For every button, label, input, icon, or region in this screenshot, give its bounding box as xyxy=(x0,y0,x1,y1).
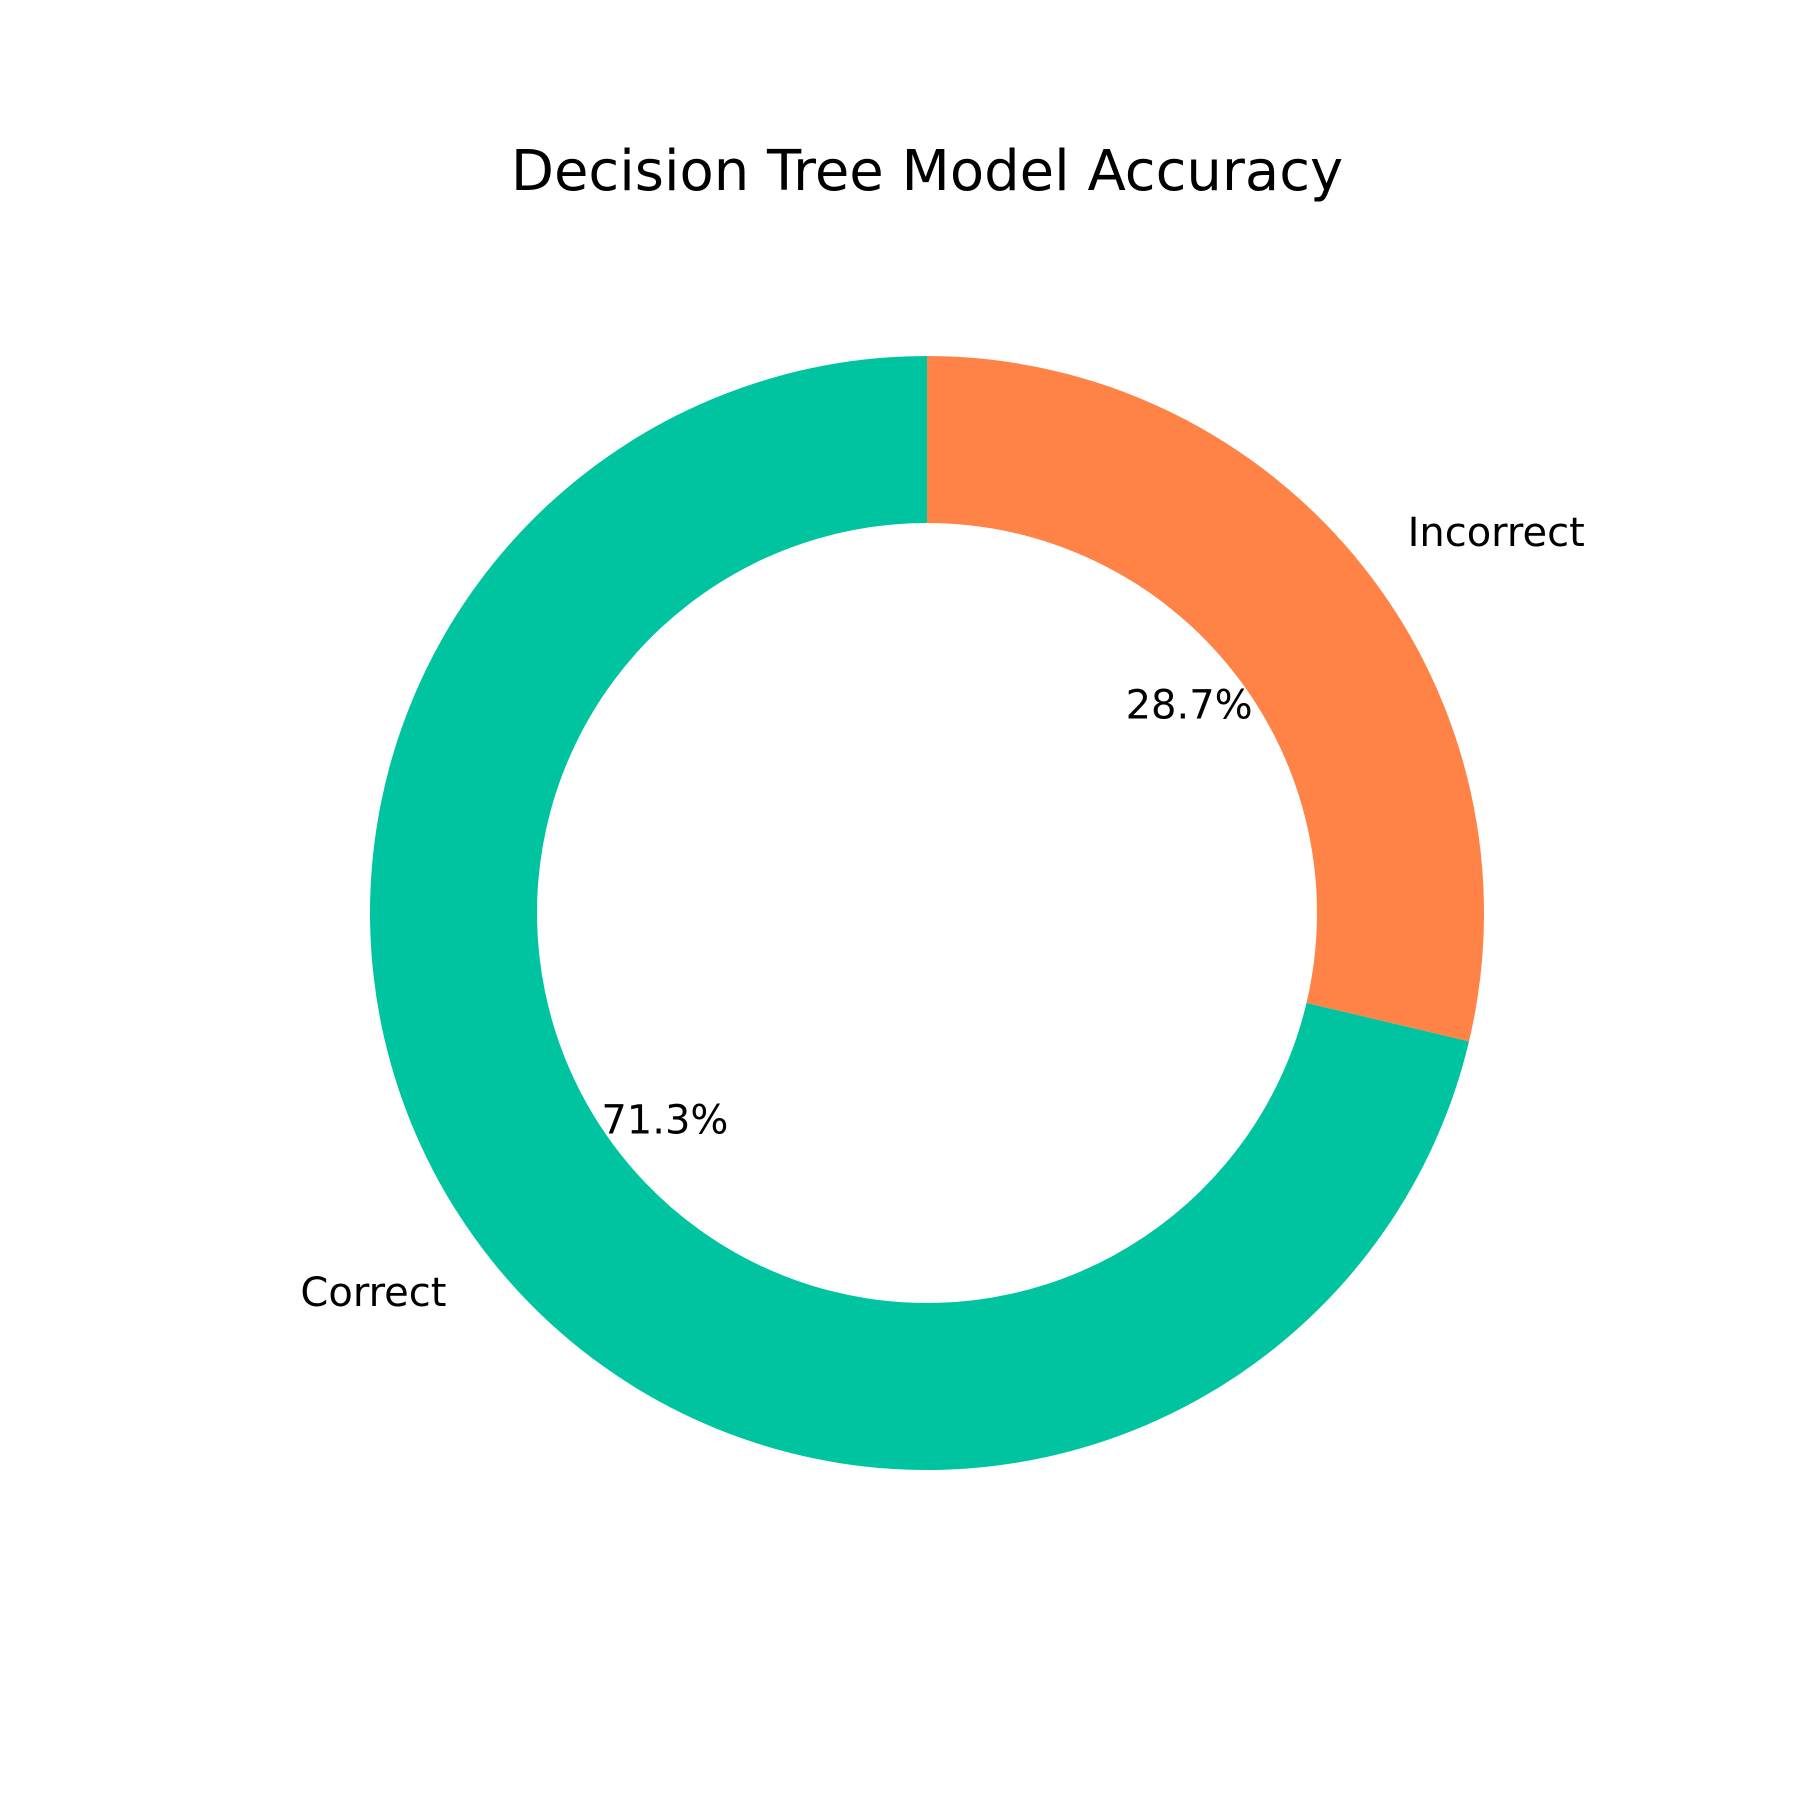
category-label-correct: Correct xyxy=(300,1270,446,1316)
pct-label-correct: 71.3% xyxy=(601,1097,728,1143)
slice-correct xyxy=(370,356,1470,1470)
labels-layer: 71.3% Correct 28.7% Incorrect xyxy=(300,510,1584,1316)
pct-label-incorrect: 28.7% xyxy=(1126,683,1253,729)
category-label-incorrect: Incorrect xyxy=(1408,510,1585,556)
chart-title: Decision Tree Model Accuracy xyxy=(511,139,1343,204)
slices-layer xyxy=(370,356,1484,1470)
slice-incorrect xyxy=(927,356,1484,1042)
